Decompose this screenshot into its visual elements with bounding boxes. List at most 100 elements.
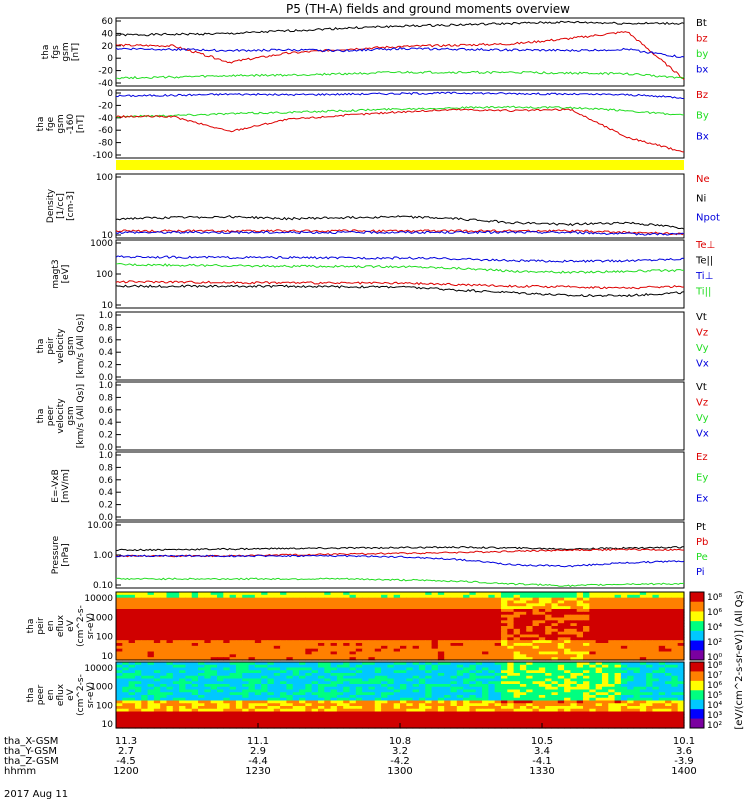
heatmap-cell — [639, 722, 647, 726]
heatmap-cell — [538, 623, 546, 627]
heatmap-cell — [538, 692, 546, 696]
heatmap-cell — [160, 722, 168, 726]
heatmap-cell — [305, 725, 313, 729]
heatmap-cell — [551, 626, 559, 630]
heatmap-cell — [463, 675, 471, 680]
heatmap-cell — [608, 719, 616, 724]
heatmap-cell — [330, 643, 338, 647]
heatmap-cell — [223, 722, 231, 726]
heatmap-cell — [646, 725, 654, 729]
heatmap-cell — [425, 640, 433, 644]
heatmap-cell — [526, 640, 534, 644]
heatmap-cell — [463, 657, 471, 661]
heatmap-cell — [620, 623, 628, 627]
heatmap-cell — [418, 634, 426, 638]
heatmap-cell — [317, 711, 325, 715]
heatmap-cell — [229, 673, 237, 677]
heatmap-cell — [198, 662, 205, 666]
heatmap-cell — [349, 714, 357, 718]
heatmap-cell — [223, 689, 231, 693]
heatmap-cell — [185, 662, 193, 666]
heatmap-cell — [261, 667, 269, 671]
heatmap-cell — [343, 645, 351, 650]
heatmap-cell — [620, 664, 628, 669]
heatmap-cell — [336, 651, 344, 655]
heatmap-cell — [362, 609, 370, 613]
heatmap-cell — [185, 643, 193, 647]
heatmap-cell — [475, 703, 483, 707]
heatmap-cell — [639, 664, 647, 669]
heatmap-cell — [311, 700, 319, 704]
heatmap-cell — [545, 654, 553, 658]
heatmap-cell — [488, 594, 496, 599]
heatmap-cell — [198, 703, 205, 707]
heatmap-cell — [349, 623, 357, 627]
heatmap-cell — [261, 675, 269, 680]
heatmap-cell — [595, 684, 603, 688]
heatmap-cell — [317, 640, 325, 644]
heatmap-cell — [494, 675, 502, 680]
heatmap-cell — [355, 628, 363, 633]
heatmap-cell — [400, 617, 407, 621]
y-label-line: fgs — [51, 45, 61, 59]
heatmap-cell — [280, 654, 287, 658]
heatmap-cell — [330, 675, 338, 680]
heatmap-cell — [311, 725, 319, 729]
heatmap-cell — [273, 623, 281, 627]
heatmap-cell — [652, 657, 660, 661]
heatmap-cell — [153, 692, 161, 696]
heatmap-cell — [179, 603, 187, 607]
heatmap-cell — [545, 620, 553, 624]
heatmap-cell — [570, 673, 578, 677]
heatmap-cell — [317, 657, 325, 661]
heatmap-cell — [116, 623, 123, 627]
heatmap-cell — [336, 706, 344, 710]
heatmap-cell — [299, 620, 306, 624]
heatmap-cell — [601, 717, 609, 721]
heatmap-cell — [463, 643, 471, 647]
heatmap-cell — [488, 626, 496, 630]
heatmap-cell — [583, 626, 590, 630]
heatmap-cell — [526, 606, 534, 610]
heatmap-cell — [444, 657, 452, 661]
heatmap-cell — [627, 634, 635, 638]
y-axis-label: magt3 [eV] — [51, 259, 71, 288]
heatmap-cell — [608, 640, 616, 644]
heatmap-cell — [362, 717, 370, 721]
heatmap-cell — [570, 667, 578, 671]
heatmap-cell — [191, 643, 199, 647]
heatmap-cell — [557, 725, 565, 729]
heatmap-cell — [267, 717, 275, 721]
heatmap-cell — [242, 686, 250, 691]
heatmap-cell — [128, 614, 136, 619]
heatmap-cell — [254, 600, 262, 604]
heatmap-cell — [204, 662, 212, 666]
heatmap-cell — [216, 626, 224, 630]
heatmap-cell — [336, 643, 344, 647]
heatmap-cell — [374, 700, 382, 704]
heatmap-cell — [160, 686, 168, 691]
heatmap-cell — [223, 673, 231, 677]
heatmap-cell — [526, 634, 534, 638]
heatmap-cell — [147, 717, 155, 721]
tick-label: 0.8 — [99, 393, 114, 403]
heatmap-cell — [336, 689, 344, 693]
heatmap-cell — [242, 620, 250, 624]
heatmap-cell — [311, 611, 319, 616]
heatmap-cell — [450, 620, 458, 624]
y-label-line: [nPa] — [61, 543, 71, 566]
heatmap-cell — [576, 692, 584, 696]
heatmap-cell — [387, 714, 395, 718]
heatmap-cell — [589, 634, 597, 638]
heatmap-cell — [576, 645, 584, 650]
heatmap-cell — [286, 686, 294, 691]
heatmap-cell — [336, 597, 344, 602]
heatmap-cell — [317, 626, 325, 630]
heatmap-cell — [620, 678, 628, 682]
heatmap-cell — [229, 706, 237, 710]
heatmap-cell — [608, 657, 616, 661]
heatmap-cell — [658, 603, 666, 607]
heatmap-cell — [267, 711, 275, 715]
heatmap-cell — [652, 597, 660, 602]
heatmap-cell — [406, 654, 414, 658]
